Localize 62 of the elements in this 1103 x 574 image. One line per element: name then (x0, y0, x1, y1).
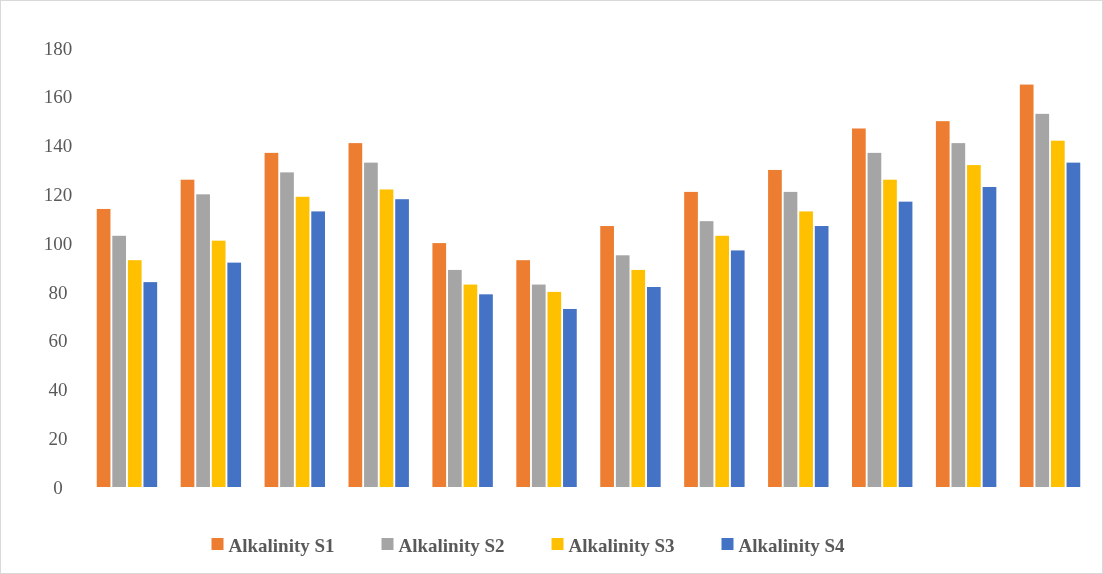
bar (463, 284, 478, 487)
bar (432, 243, 447, 487)
bar (112, 235, 127, 487)
bar (631, 269, 646, 487)
bar (516, 260, 531, 487)
y-tick-label: 100 (43, 232, 73, 254)
bar (852, 128, 866, 487)
bar (280, 172, 294, 487)
bar (96, 208, 111, 487)
y-tick-label: 80 (48, 281, 68, 303)
bar (1035, 113, 1050, 487)
legend-label: Alkalinity S1 (228, 534, 335, 556)
bar (1019, 84, 1034, 487)
y-tick-label: 40 (48, 379, 68, 401)
bar (951, 143, 966, 487)
legend-label: Alkalinity S3 (568, 534, 675, 556)
bar (379, 189, 394, 487)
bar (600, 226, 614, 487)
bar (814, 226, 829, 487)
bar (264, 152, 279, 487)
bar (295, 196, 310, 487)
bar (684, 191, 698, 487)
bar (348, 143, 363, 487)
y-tick-label: 60 (48, 330, 68, 352)
bar (547, 291, 562, 487)
y-tick-label: 0 (53, 476, 63, 498)
bar (180, 179, 195, 487)
bar (935, 121, 950, 487)
bar (730, 250, 745, 487)
bar (364, 162, 378, 487)
legend-label: Alkalinity S2 (398, 534, 505, 556)
bar (799, 211, 813, 487)
bar (211, 240, 226, 487)
bar (395, 199, 409, 487)
bar (883, 179, 897, 487)
bar (479, 294, 493, 487)
bar (227, 262, 242, 487)
bar (715, 235, 730, 487)
y-tick-label: 180 (43, 37, 73, 59)
bar (127, 260, 142, 487)
y-tick-label: 20 (48, 427, 68, 449)
bar (867, 152, 882, 487)
bar (615, 255, 630, 487)
bar (783, 191, 798, 487)
bar (447, 269, 462, 487)
legend-label: Alkalinity S4 (738, 534, 846, 556)
bar (531, 284, 546, 487)
bar (699, 221, 714, 487)
bar (1050, 140, 1065, 487)
bar (311, 211, 325, 487)
bar (563, 308, 577, 487)
y-tick-label: 160 (43, 86, 73, 108)
y-tick-label: 120 (43, 183, 73, 205)
bar (967, 165, 981, 487)
bar (898, 201, 913, 487)
y-tick-label: 140 (43, 135, 73, 157)
bar (196, 194, 210, 487)
bar (768, 169, 782, 487)
bar (143, 282, 158, 487)
bar (1066, 162, 1081, 487)
bar (646, 287, 661, 487)
bar (982, 187, 997, 487)
